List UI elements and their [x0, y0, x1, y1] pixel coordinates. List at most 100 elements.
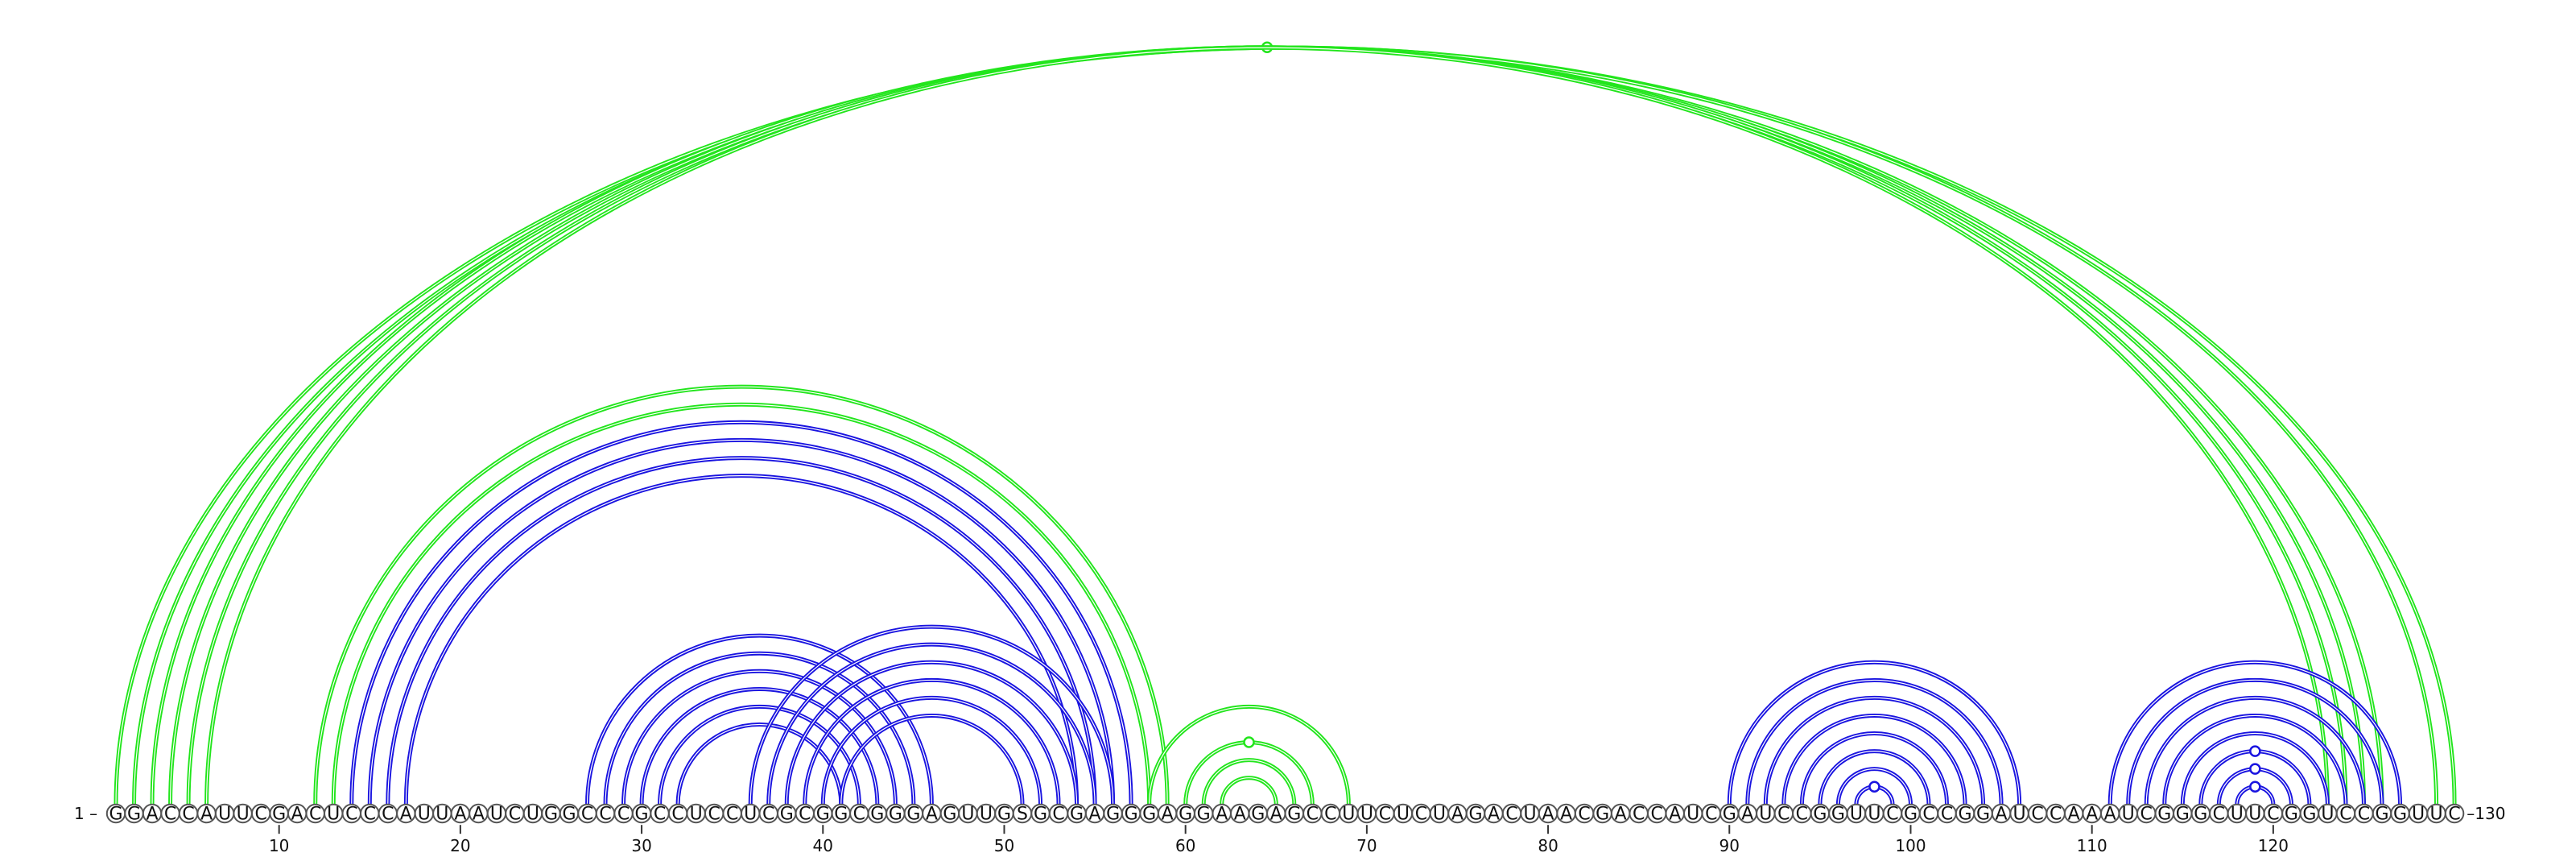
nucleotide-50: G [994, 803, 1014, 825]
nucleotide-86: C [1647, 803, 1667, 825]
blue-arc-marker-118-120 [2249, 780, 2261, 793]
nucleotide-letter: U [237, 805, 250, 825]
blue-arc-gap-17-54 [405, 474, 1078, 805]
nucleotide-letter: G [1106, 805, 1120, 825]
base-pair-arcs [114, 41, 2457, 805]
nucleotide-letter: A [926, 805, 938, 825]
nucleotide-letter: A [1560, 805, 1572, 825]
blue-arc-32-41 [675, 722, 844, 805]
nucleotide-91: A [1737, 803, 1758, 825]
nucleotide-94: C [1792, 803, 1812, 825]
nucleotide-48: U [958, 803, 978, 825]
nucleotide-letter: A [1451, 805, 1463, 825]
nucleotide-letter: C [2358, 805, 2370, 825]
green-arc-gap-62-65 [1221, 777, 1277, 805]
nucleotide-32: C [667, 803, 688, 825]
position-ticks: 10 20 30 40 50 60 70 80 90 100 110 120 [269, 825, 2289, 855]
nucleotide-72: U [1393, 803, 1414, 825]
nucleotide-93: C [1773, 803, 1794, 825]
nucleotide-letter: U [1524, 805, 1537, 825]
blue-arc-gap-30-43 [641, 688, 878, 805]
nucleotide-77: A [1484, 803, 1504, 825]
nucleotide-68: C [1320, 803, 1341, 825]
nucleotide-36: U [741, 803, 761, 825]
nucleotide-letter: C [1941, 805, 1953, 825]
nucleotide-letter: C [726, 805, 738, 825]
nucleotide-102: C [1937, 803, 1957, 825]
nucleotide-letter: G [2176, 805, 2190, 825]
nucleotide-82: C [1574, 803, 1595, 825]
nucleotide-119: U [2245, 803, 2265, 825]
blue-arc-gap-96-100 [1837, 768, 1912, 805]
nucleotide-106: U [2009, 803, 2029, 825]
nucleotide-letter: C [1796, 805, 1808, 825]
nucleotide-83: G [1592, 803, 1612, 825]
nucleotide-89: C [1701, 803, 1721, 825]
nucleotide-81: A [1556, 803, 1576, 825]
nucleotide-63: A [1230, 803, 1250, 825]
blue-arc-95-101 [1818, 749, 1931, 805]
nucleotide-letter: A [1270, 805, 1282, 825]
nucleotide-letter: A [1741, 805, 1753, 825]
blue-arc-gap-112-126 [2128, 679, 2383, 805]
nucleotide-78: C [1501, 803, 1522, 825]
nucleotide-1: G [105, 803, 126, 825]
green-arc-13-58 [331, 402, 1152, 805]
nucleotide-letter: C [1505, 805, 1517, 825]
nucleotide-129: U [2426, 803, 2446, 825]
nucleotide-letter: C [1307, 805, 1319, 825]
nucleotide-letter: G [889, 805, 902, 825]
blue-arc-gap-114-124 [2164, 714, 2347, 805]
blue-arc-gap-95-101 [1819, 751, 1930, 805]
nucleotide-65: A [1266, 803, 1286, 825]
nucleotide-letter: C [2140, 805, 2153, 825]
blue-arc-gap-40-52 [822, 697, 1042, 805]
nucleotide-74: U [1429, 803, 1450, 825]
tick-label-10: 10 [269, 836, 289, 855]
nucleotide-45: G [903, 803, 924, 825]
nucleotide-95: G [1810, 803, 1831, 825]
nucleotide-41: G [831, 803, 852, 825]
green-arc-gap-6-123 [206, 47, 2329, 805]
nucleotide-letter: C [799, 805, 811, 825]
sequence-end-label: –130 [2467, 804, 2505, 823]
blue-arc-marker-116-122 [2249, 745, 2261, 757]
nucleotide-12: C [305, 803, 325, 825]
nucleotide-letter: C [1633, 805, 1645, 825]
nucleotide-76: G [1465, 803, 1486, 825]
nucleotide-58: G [1139, 803, 1159, 825]
nucleotide-letter: G [544, 805, 558, 825]
green-arc-gap-12-59 [315, 386, 1168, 805]
nucleotide-letter: C [1578, 805, 1590, 825]
tick-label-90: 90 [1719, 836, 1740, 855]
nucleotide-letter: C [509, 805, 521, 825]
nucleotide-90: G [1719, 803, 1740, 825]
blue-arc-gap-113-125 [2145, 697, 2365, 805]
nucleotide-44: G [886, 803, 906, 825]
nucleotide-55: A [1084, 803, 1105, 825]
nucleotide-27: C [577, 803, 597, 825]
green-arc-gap-3-126 [151, 47, 2383, 805]
nucleotide-103: G [1955, 803, 1975, 825]
blue-arc-gap-27-46 [586, 635, 932, 805]
nucleotide-letter: A [2068, 805, 2080, 825]
nucleotide-10: G [269, 803, 289, 825]
tick-label-50: 50 [994, 836, 1014, 855]
blue-arc-gap-92-104 [1765, 697, 1984, 805]
nucleotide-letter: C [1324, 805, 1336, 825]
nucleotide-letter: G [2302, 805, 2316, 825]
nucleotide-14: C [341, 803, 361, 825]
nucleotide-letter: C [2267, 805, 2279, 825]
nucleotide-18: U [414, 803, 435, 825]
nucleotide-letter: U [1850, 805, 1863, 825]
blue-arc-gap-38-54 [786, 661, 1078, 805]
nucleotide-letter: G [1070, 805, 1084, 825]
nucleotide-letter: A [1615, 805, 1627, 825]
blue-arc-gap-36-56 [749, 626, 1114, 805]
nucleotide-115: G [2173, 803, 2193, 825]
nucleotide-letter: C [2448, 805, 2460, 825]
nucleotide-107: C [2027, 803, 2048, 825]
nucleotide-letter: A [147, 805, 159, 825]
nucleotide-20: A [450, 803, 471, 825]
nucleotide-letter: C [617, 805, 630, 825]
